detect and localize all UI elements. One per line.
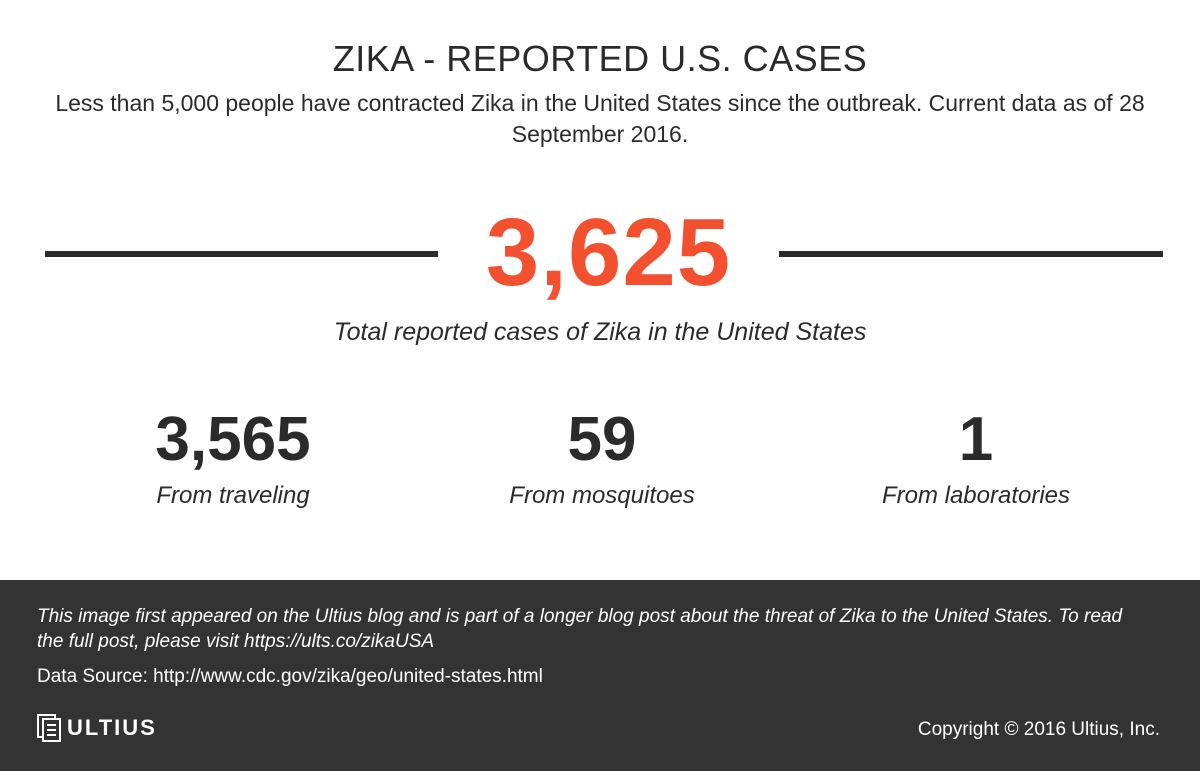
data-source: Data Source: http://www.cdc.gov/zika/geo… xyxy=(37,666,543,687)
total-cases-value: 3,625 xyxy=(485,199,732,306)
stat-value: 59 xyxy=(567,405,637,474)
stat-laboratories: 1 From laboratories xyxy=(826,400,1126,510)
hero-divider-right xyxy=(779,251,1163,257)
stat-label: From laboratories xyxy=(881,482,1071,509)
logo-wordmark: ULTIUS xyxy=(67,715,157,740)
stat-label: From traveling xyxy=(156,482,310,509)
page-title: ZIKA - REPORTED U.S. CASES xyxy=(332,38,868,79)
page-subtitle: Less than 5,000 people have contracted Z… xyxy=(55,90,1145,147)
footer-note: This image first appeared on the Ultius … xyxy=(37,606,1123,652)
ultius-logo-icon xyxy=(37,714,61,742)
stat-mosquitoes: 59 From mosquitoes xyxy=(452,400,752,510)
stat-value: 3,565 xyxy=(155,405,311,474)
stat-value: 1 xyxy=(958,405,994,474)
stat-label: From mosquitoes xyxy=(509,482,695,509)
hero-divider-left xyxy=(45,251,438,257)
footer: This image first appeared on the Ultius … xyxy=(0,580,1200,771)
stat-traveling: 3,565 From traveling xyxy=(83,400,383,510)
ultius-logo: ULTIUS xyxy=(37,714,157,742)
total-cases-caption: Total reported cases of Zika in the Unit… xyxy=(333,318,867,346)
copyright: Copyright © 2016 Ultius, Inc. xyxy=(917,719,1160,740)
